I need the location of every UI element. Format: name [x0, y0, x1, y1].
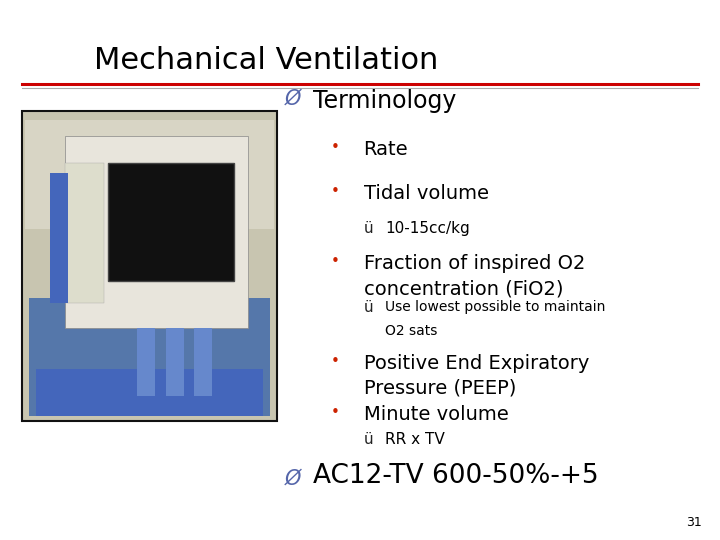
Text: O2 sats: O2 sats	[385, 324, 438, 338]
Text: AC12-TV 600-50%-+5: AC12-TV 600-50%-+5	[313, 463, 599, 489]
Text: Pressure (PEEP): Pressure (PEEP)	[364, 378, 516, 397]
Text: Tidal volume: Tidal volume	[364, 184, 489, 202]
Bar	[29, 298, 270, 416]
Bar	[36, 369, 263, 416]
Text: •: •	[331, 354, 340, 369]
Text: ü: ü	[364, 221, 373, 237]
Text: Minute volume: Minute volume	[364, 405, 508, 424]
Bar	[194, 328, 212, 396]
Text: Ø: Ø	[284, 469, 301, 489]
Text: ü: ü	[364, 432, 373, 447]
Bar	[65, 164, 104, 303]
Bar	[166, 328, 184, 396]
Text: •: •	[331, 184, 340, 199]
Text: Use lowest possible to maintain: Use lowest possible to maintain	[385, 300, 606, 314]
Text: concentration (FiO2): concentration (FiO2)	[364, 280, 563, 299]
Text: Mechanical Ventilation: Mechanical Ventilation	[94, 46, 438, 75]
Bar	[65, 136, 248, 328]
Bar	[50, 173, 68, 303]
Text: Ø: Ø	[284, 89, 301, 109]
Text: Fraction of inspired O2: Fraction of inspired O2	[364, 254, 585, 273]
Bar	[137, 328, 155, 396]
Text: Rate: Rate	[364, 140, 408, 159]
Text: 31: 31	[686, 516, 702, 529]
Bar	[22, 111, 277, 421]
Text: ü: ü	[364, 300, 373, 315]
Bar	[25, 120, 274, 229]
Bar	[108, 164, 234, 281]
Text: •: •	[331, 405, 340, 420]
Text: 10-15cc/kg: 10-15cc/kg	[385, 221, 470, 237]
Text: •: •	[331, 254, 340, 269]
Text: Terminology: Terminology	[313, 89, 456, 113]
Text: •: •	[331, 140, 340, 156]
Text: Positive End Expiratory: Positive End Expiratory	[364, 354, 589, 373]
Text: RR x TV: RR x TV	[385, 432, 445, 447]
